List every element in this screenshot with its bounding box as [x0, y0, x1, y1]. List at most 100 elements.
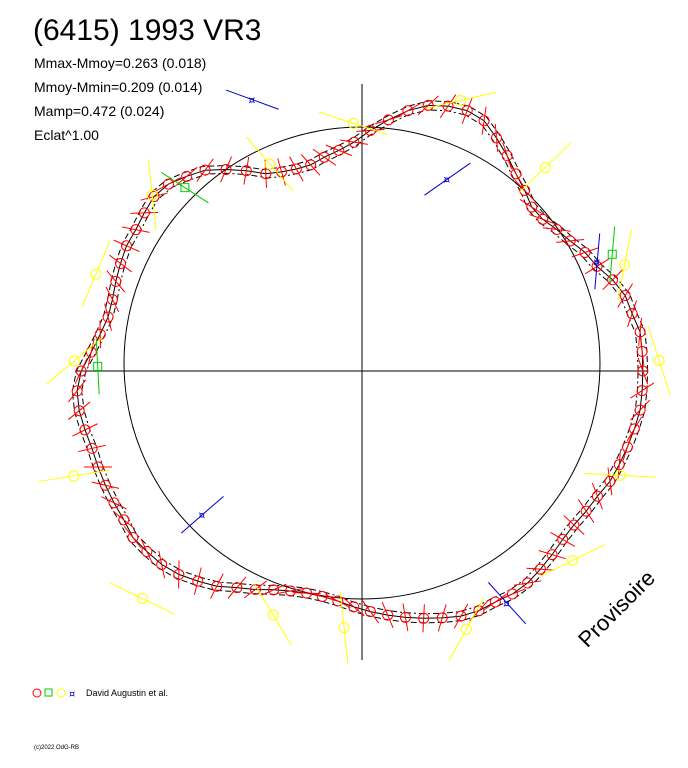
red-point [442, 100, 454, 112]
yellow-error-bar [425, 91, 496, 110]
yellow-point [653, 355, 665, 367]
red-point [568, 519, 580, 531]
red-point [422, 99, 434, 111]
red-error-bar [227, 576, 247, 599]
green-point [93, 361, 103, 371]
green-error-bar [95, 338, 100, 395]
copyright: (c)2022 OdG-RB [34, 745, 80, 751]
red-point [285, 585, 297, 597]
red-point [156, 558, 168, 570]
red-error-bar [325, 144, 352, 157]
red-error-bar [529, 214, 557, 225]
yellow-error-bar [148, 159, 157, 231]
legend-green-square [44, 688, 53, 697]
blue-error-bar [180, 495, 224, 534]
yellow-point [267, 609, 279, 621]
red-point [604, 475, 616, 487]
red-error-bar [499, 588, 526, 600]
yellow-error-bar [318, 111, 388, 135]
red-point [634, 404, 646, 416]
red-error-bar [122, 226, 150, 233]
red-error-bar [626, 416, 643, 442]
red-error-bar [571, 247, 599, 258]
blue-error-bar [487, 582, 527, 625]
red-point [628, 423, 640, 435]
red-point [211, 580, 223, 592]
red-error-bar [342, 597, 365, 617]
yellow-point [146, 189, 158, 201]
red-error-bar [276, 587, 305, 595]
yellow-point [68, 355, 80, 367]
red-point [551, 224, 563, 236]
red-point [220, 163, 232, 175]
red-error-bar [78, 444, 106, 453]
red-point [148, 191, 160, 203]
reference-circle [123, 126, 601, 600]
red-point [290, 163, 302, 175]
red-point [333, 144, 345, 156]
red-point [418, 612, 430, 624]
stat-eclat: Eclat^1.00 [34, 127, 99, 143]
red-point [106, 293, 118, 305]
red-error-bar [68, 379, 87, 403]
yellow-error-bar [518, 142, 572, 193]
red-error-bar [109, 254, 133, 273]
red-point [382, 609, 394, 621]
legend-label: David Augustin et al. [86, 688, 169, 698]
yellow-point [347, 117, 359, 129]
red-point [99, 479, 111, 491]
red-point [621, 441, 633, 453]
red-error-bar [417, 95, 439, 116]
red-point [579, 246, 591, 258]
yellow-error-bar [584, 472, 657, 478]
red-point [491, 132, 503, 144]
red-error-bar [622, 433, 633, 461]
blue-point: ¤ [248, 94, 255, 107]
red-error-bar [513, 580, 542, 586]
legend-yellow-circle [56, 688, 66, 698]
red-point [613, 459, 625, 471]
red-point [348, 136, 360, 148]
red-error-bar [627, 300, 638, 327]
red-point [364, 606, 376, 618]
red-error-bar [112, 510, 136, 530]
red-error-bar [577, 499, 595, 523]
red-point [436, 612, 448, 624]
red-point [478, 115, 490, 127]
yellow-error-bar [109, 582, 175, 615]
red-point [564, 235, 576, 247]
blue-error-bar [594, 233, 601, 290]
red-error-bar [74, 358, 88, 384]
red-error-bar [591, 482, 603, 510]
yellow-error-bar [339, 591, 349, 664]
stat-mmax-mmoy: Mmax-Mmoy=0.263 (0.018) [34, 55, 207, 71]
red-error-bar [113, 239, 140, 252]
red-error-bar [556, 238, 585, 243]
red-error-bar [602, 269, 623, 291]
red-error-bar [260, 583, 287, 596]
red-point [546, 549, 558, 561]
yellow-point [619, 259, 631, 271]
red-error-bar [340, 139, 368, 145]
red-error-bar [508, 161, 524, 187]
red-error-bar [502, 142, 512, 170]
red-error-bar [374, 115, 402, 125]
red-error-bar [617, 450, 621, 479]
red-error-bar [91, 481, 120, 489]
red-point [332, 595, 344, 607]
yellow-error-bar [254, 583, 293, 647]
red-error-bar [361, 599, 380, 624]
red-error-bar [550, 531, 576, 547]
red-point [382, 114, 394, 126]
green-error-bar [609, 226, 616, 283]
red-point [173, 568, 185, 580]
red-error-bar [196, 158, 214, 182]
red-error-bar [494, 124, 499, 152]
red-point [86, 442, 98, 454]
red-point [141, 546, 153, 558]
red-point [506, 588, 518, 600]
red-point [318, 151, 330, 163]
red-point [591, 490, 603, 502]
stat-mamp: Mamp=0.472 (0.024) [34, 103, 165, 119]
yellow-point [566, 554, 578, 566]
